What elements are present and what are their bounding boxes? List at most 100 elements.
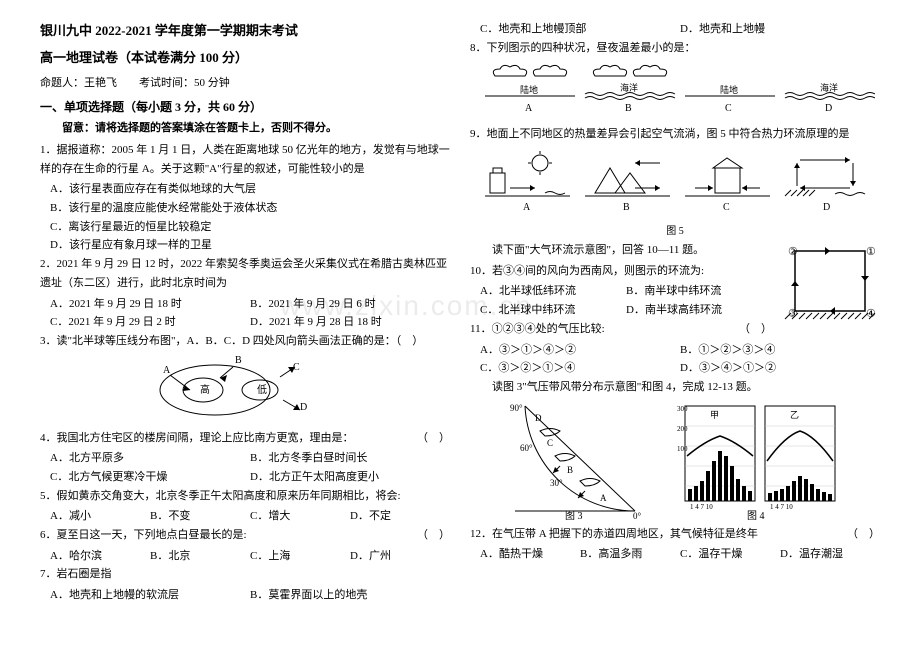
q1-stem: 1．据报道称：2005 年 1 月 1 日，人类在距离地球 50 亿光年的地方，…: [40, 141, 450, 178]
svg-text:A: A: [525, 103, 533, 114]
svg-text:90°: 90°: [510, 403, 523, 413]
q5-a: A．减小: [50, 507, 150, 526]
q5-b: B．不变: [150, 507, 250, 526]
q1-d: D．该行星应有象月球一样的卫星: [40, 236, 450, 255]
q12-stem: 12．在气压带 A 把握下的赤道四周地区，其气候特征是终年（ ）: [470, 525, 880, 544]
svg-text:陆地: 陆地: [520, 84, 538, 95]
q12-a: A．酷热干燥: [480, 545, 580, 564]
svg-text:A: A: [163, 365, 171, 376]
svg-text:乙: 乙: [790, 410, 799, 420]
q7-a: A．地壳和上地幔的软流层: [50, 586, 250, 605]
svg-text:C: C: [723, 202, 730, 213]
svg-text:B: B: [235, 355, 242, 366]
q9-figure: A B C: [470, 148, 880, 218]
isobar-diagram-icon: 高 低 A B C D: [145, 355, 345, 425]
q1-b: B．该行星的温度应能使水经常能处于液体状态: [40, 199, 450, 218]
fig5-caption: 图 5: [470, 222, 880, 237]
page-subtitle: 高一地理试卷（本试卷满分 100 分）: [40, 47, 450, 66]
q10-a: A．北半球低纬环流: [480, 282, 626, 301]
pre-q10: 读下面"大气环流示意图"，回答 10—11 题。: [470, 241, 772, 260]
q10-c: C．北半球中纬环流: [480, 301, 626, 320]
q5-stem: 5．假如黄赤交角变大，北京冬季正午太阳高度和原来历年同期相比，将会:: [40, 487, 450, 506]
q6-a: A．哈尔滨: [50, 547, 150, 566]
right-column: C．地壳和上地幔顶部 D．地壳和上地幔 8．下列图示的四种状况，昼夜温差最小的是…: [460, 20, 890, 605]
q2-ab: A．2021 年 9 月 29 日 18 时 B．2021 年 9 月 29 日…: [40, 295, 450, 314]
svg-text:60°: 60°: [520, 443, 533, 453]
section-title: 一、单项选择题（每小题 3 分，共 60 分）: [40, 98, 450, 115]
q12-c: C．温存干燥: [680, 545, 780, 564]
q11-stem: 11．①②③④处的气压比较:（ ）: [470, 320, 772, 339]
q7-d: D．地壳和上地幔: [680, 20, 880, 39]
svg-text:图 4: 图 4: [747, 510, 765, 521]
q9-stem: 9．地面上不同地区的热量差异会引起空气流淌，图 5 中符合热力环流原理的是: [470, 125, 880, 144]
q4-a: A．北方平原多: [50, 449, 250, 468]
cloud-surface-icon: 陆地 A 海洋 B 陆地 C: [475, 61, 875, 121]
pressure-belts-icon: 90° 60° 30° 0° D C B A 图 3: [505, 401, 655, 521]
svg-text:100: 100: [677, 445, 688, 453]
svg-text:图 3: 图 3: [565, 510, 583, 521]
q10-stem: 10．若③④间的风向为西南风，则图示的环流为:: [470, 262, 772, 281]
q2-stem: 2．2021 年 9 月 29 日 12 时，2022 年索契冬季奥运会圣火采集…: [40, 255, 450, 292]
svg-text:海洋: 海洋: [620, 82, 638, 93]
q11-b: B．①＞②＞③＞④: [680, 341, 880, 360]
svg-text:甲: 甲: [710, 410, 719, 420]
q4-b: B．北方冬季白昼时间长: [250, 449, 450, 468]
q2-a: A．2021 年 9 月 29 日 18 时: [50, 295, 250, 314]
q8-figure: 陆地 A 海洋 B 陆地 C: [470, 61, 880, 121]
svg-text:1 4 7 10: 1 4 7 10: [770, 503, 793, 511]
q12-b: B．高温多雨: [580, 545, 680, 564]
svg-text:D: D: [300, 402, 307, 413]
svg-text:A: A: [600, 493, 607, 503]
svg-text:30°: 30°: [550, 478, 563, 488]
page-title: 银川九中 2022-2021 学年度第一学期期末考试: [40, 20, 450, 39]
q6-stem: 6．夏至日这一天，下列地点白昼最长的是:（ ）: [40, 526, 450, 545]
svg-text:A: A: [523, 202, 531, 213]
q5-c: C．增大: [250, 507, 350, 526]
svg-text:B: B: [567, 465, 573, 475]
left-column: 银川九中 2022-2021 学年度第一学期期末考试 高一地理试卷（本试卷满分 …: [30, 20, 460, 605]
q11-c: C．③＞②＞①＞④: [480, 359, 680, 378]
svg-text:C: C: [547, 438, 553, 448]
section-note: 留意：请将选择题的答案填涂在答题卡上，否则不得分。: [40, 119, 450, 135]
q10-cd: C．北半球中纬环流 D．南半球高纬环流: [470, 301, 772, 320]
q2-b: B．2021 年 9 月 29 日 6 时: [250, 295, 450, 314]
q11-a: A．③＞①＞④＞②: [480, 341, 680, 360]
exam-page: 银川九中 2022-2021 学年度第一学期期末考试 高一地理试卷（本试卷满分 …: [0, 0, 920, 625]
svg-text:陆地: 陆地: [720, 84, 738, 95]
q4-c: C．北方气候更寒冷干燥: [50, 468, 250, 487]
q4-stem: 4．我国北方住宅区的楼房间隔，理论上应比南方更宽，理由是：（ ）: [40, 429, 450, 448]
q10-b: B．南半球中纬环流: [626, 282, 772, 301]
svg-text:200: 200: [677, 425, 688, 433]
q5-d: D．不定: [350, 507, 450, 526]
q7-ab: A．地壳和上地幔的软流层 B．莫霍界面以上的地壳: [40, 586, 450, 605]
svg-text:0°: 0°: [633, 511, 642, 521]
svg-text:C: C: [725, 103, 732, 114]
climate-chart-icon: 300200100 1 4 7 10 1 4 7 10 甲乙 图 4: [675, 401, 845, 521]
q2-cd: C．2021 年 9 月 29 日 2 时 D．2021 年 9 月 28 日 …: [40, 313, 450, 332]
q7-c: C．地壳和上地幔顶部: [480, 20, 680, 39]
q6-b: B．北京: [150, 547, 250, 566]
q4-ab: A．北方平原多 B．北方冬季白昼时间长: [40, 449, 450, 468]
q2-d: D．2021 年 9 月 28 日 18 时: [250, 313, 450, 332]
svg-text:D: D: [823, 202, 830, 213]
pre-q12: 读图 3"气压带风带分布示意图"和图 4，完成 12-13 题。: [470, 378, 880, 397]
svg-text:①: ①: [866, 246, 876, 258]
q11-cd: C．③＞②＞①＞④ D．③＞④＞①＞②: [470, 359, 880, 378]
svg-text:B: B: [623, 202, 630, 213]
q1-c: C．离该行星最近的恒星比较稳定: [40, 218, 450, 237]
svg-text:D: D: [535, 413, 542, 423]
svg-text:B: B: [625, 103, 632, 114]
svg-text:D: D: [825, 103, 832, 114]
q6-d: D．广州: [350, 547, 450, 566]
q11-d: D．③＞④＞①＞②: [680, 359, 880, 378]
q5-opts: A．减小 B．不变 C．增大 D．不定: [40, 507, 450, 526]
q11-ab: A．③＞①＞④＞② B．①＞②＞③＞④: [470, 341, 880, 360]
q4-cd: C．北方气候更寒冷干燥 D．北方正午太阳高度更小: [40, 468, 450, 487]
svg-text:②: ②: [788, 246, 798, 258]
svg-text:1 4 7 10: 1 4 7 10: [690, 503, 713, 511]
q3-stem: 3．读"北半球等压线分布图"，A．B．C．D 四处风向箭头画法正确的是：（ ）: [40, 332, 450, 351]
q4-d: D．北方正午太阳高度更小: [250, 468, 450, 487]
svg-text:高: 高: [200, 383, 210, 396]
q12-opts: A．酷热干燥 B．高温多雨 C．温存干燥 D．温存潮湿: [470, 545, 880, 564]
svg-text:海洋: 海洋: [820, 82, 838, 93]
